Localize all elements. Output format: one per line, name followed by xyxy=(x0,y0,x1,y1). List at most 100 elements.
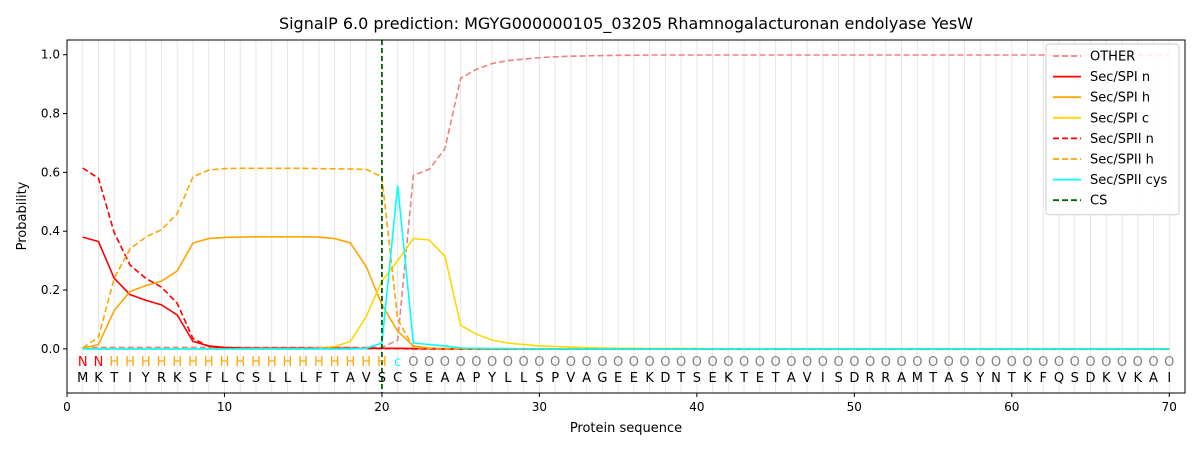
region-label: O xyxy=(440,355,450,370)
residue-label: F xyxy=(315,371,322,386)
region-label: c xyxy=(394,355,401,370)
region-label: H xyxy=(283,355,293,370)
residue-label: I xyxy=(1167,371,1171,386)
region-label: O xyxy=(1038,355,1048,370)
residue-label: F xyxy=(1040,371,1047,386)
region-label: H xyxy=(172,355,182,370)
legend-label: Sec/SPI h xyxy=(1090,91,1150,106)
residue-label: P xyxy=(551,371,559,386)
region-label: O xyxy=(739,355,749,370)
region-label: O xyxy=(912,355,922,370)
residue-label: E xyxy=(708,371,716,386)
residue-label: S xyxy=(535,371,543,386)
residue-label: V xyxy=(1118,371,1127,386)
region-label: O xyxy=(629,355,639,370)
residue-label: E xyxy=(425,371,433,386)
region-label: O xyxy=(770,355,780,370)
plot-frame xyxy=(66,39,1186,394)
residue-label: V xyxy=(362,371,371,386)
region-label: O xyxy=(408,355,418,370)
residue-label: M xyxy=(77,371,88,386)
x-tick-label: 70 xyxy=(1162,400,1177,414)
residue-label: S xyxy=(378,371,386,386)
region-label: O xyxy=(456,355,466,370)
residue-label: E xyxy=(614,371,622,386)
region-label: H xyxy=(298,355,308,370)
y-tick-label: 0.6 xyxy=(41,165,60,179)
residue-label: D xyxy=(660,371,670,386)
residue-label: Y xyxy=(487,371,496,386)
region-label: H xyxy=(220,355,230,370)
residue-label: A xyxy=(440,371,449,386)
region-label: H xyxy=(235,355,245,370)
x-tick-label: 50 xyxy=(847,400,862,414)
residue-label: T xyxy=(109,371,118,386)
region-label: O xyxy=(550,355,560,370)
residue-label: N xyxy=(991,371,1001,386)
region-label: H xyxy=(361,355,371,370)
x-tick-label: 0 xyxy=(63,400,71,414)
legend-box xyxy=(1045,43,1180,216)
y-axis-label: Probability xyxy=(15,181,30,250)
y-tick-label: 0.2 xyxy=(41,283,60,297)
residue-label: K xyxy=(724,371,733,386)
residue-label: L xyxy=(268,371,276,386)
region-label: O xyxy=(645,355,655,370)
region-label: O xyxy=(1022,355,1032,370)
tick-layer: 0 10 20 30 40 50 60 70 0.0 0.2 0.4 0.6 0.8 1.0 xyxy=(41,48,1177,414)
residue-label: E xyxy=(630,371,638,386)
region-label: N xyxy=(94,355,104,370)
region-label: H xyxy=(314,355,324,370)
region-label: O xyxy=(534,355,544,370)
series-layer xyxy=(82,40,1170,393)
region-label: H xyxy=(109,355,119,370)
grid-layer xyxy=(82,40,1170,393)
residue-label: S xyxy=(252,371,260,386)
region-label: O xyxy=(597,355,607,370)
residue-label: S xyxy=(960,371,968,386)
region-label: O xyxy=(959,355,969,370)
region-label: O xyxy=(833,355,843,370)
residue-label: T xyxy=(739,371,748,386)
residue-label: L xyxy=(284,371,292,386)
legend-label: Sec/SPI c xyxy=(1090,111,1149,126)
series-line-other xyxy=(82,54,1170,349)
residue-label: T xyxy=(676,371,685,386)
residue-label: D xyxy=(1086,371,1096,386)
region-label: O xyxy=(487,355,497,370)
residue-label: K xyxy=(1023,371,1032,386)
residue-label: R xyxy=(157,371,166,386)
region-label: H xyxy=(346,355,356,370)
region-label: O xyxy=(865,355,875,370)
region-label: O xyxy=(802,355,812,370)
residue-label: S xyxy=(834,371,842,386)
residue-label: V xyxy=(803,371,812,386)
y-tick-label: 0.0 xyxy=(41,342,60,356)
legend-label: OTHER xyxy=(1090,50,1135,65)
residue-label: I xyxy=(128,371,132,386)
region-label: O xyxy=(1054,355,1064,370)
residue-label: Q xyxy=(1054,371,1064,386)
legend-label: Sec/SPII n xyxy=(1090,132,1154,147)
y-tick-label: 1.0 xyxy=(41,48,60,62)
residue-label: A xyxy=(346,371,355,386)
y-tick-label: 0.4 xyxy=(41,224,60,238)
residue-label: K xyxy=(1102,371,1111,386)
region-label: O xyxy=(613,355,623,370)
residue-label: A xyxy=(582,371,591,386)
region-label: H xyxy=(377,355,387,370)
residue-label: A xyxy=(897,371,906,386)
x-tick-label: 40 xyxy=(689,400,704,414)
residue-label: S xyxy=(693,371,701,386)
residue-label: D xyxy=(849,371,859,386)
residue-label: F xyxy=(205,371,212,386)
residue-label: K xyxy=(1133,371,1142,386)
region-label: O xyxy=(991,355,1001,370)
y-tick-label: 0.8 xyxy=(41,107,60,121)
region-label: O xyxy=(692,355,702,370)
region-label: O xyxy=(723,355,733,370)
x-tick-label: 60 xyxy=(1004,400,1019,414)
